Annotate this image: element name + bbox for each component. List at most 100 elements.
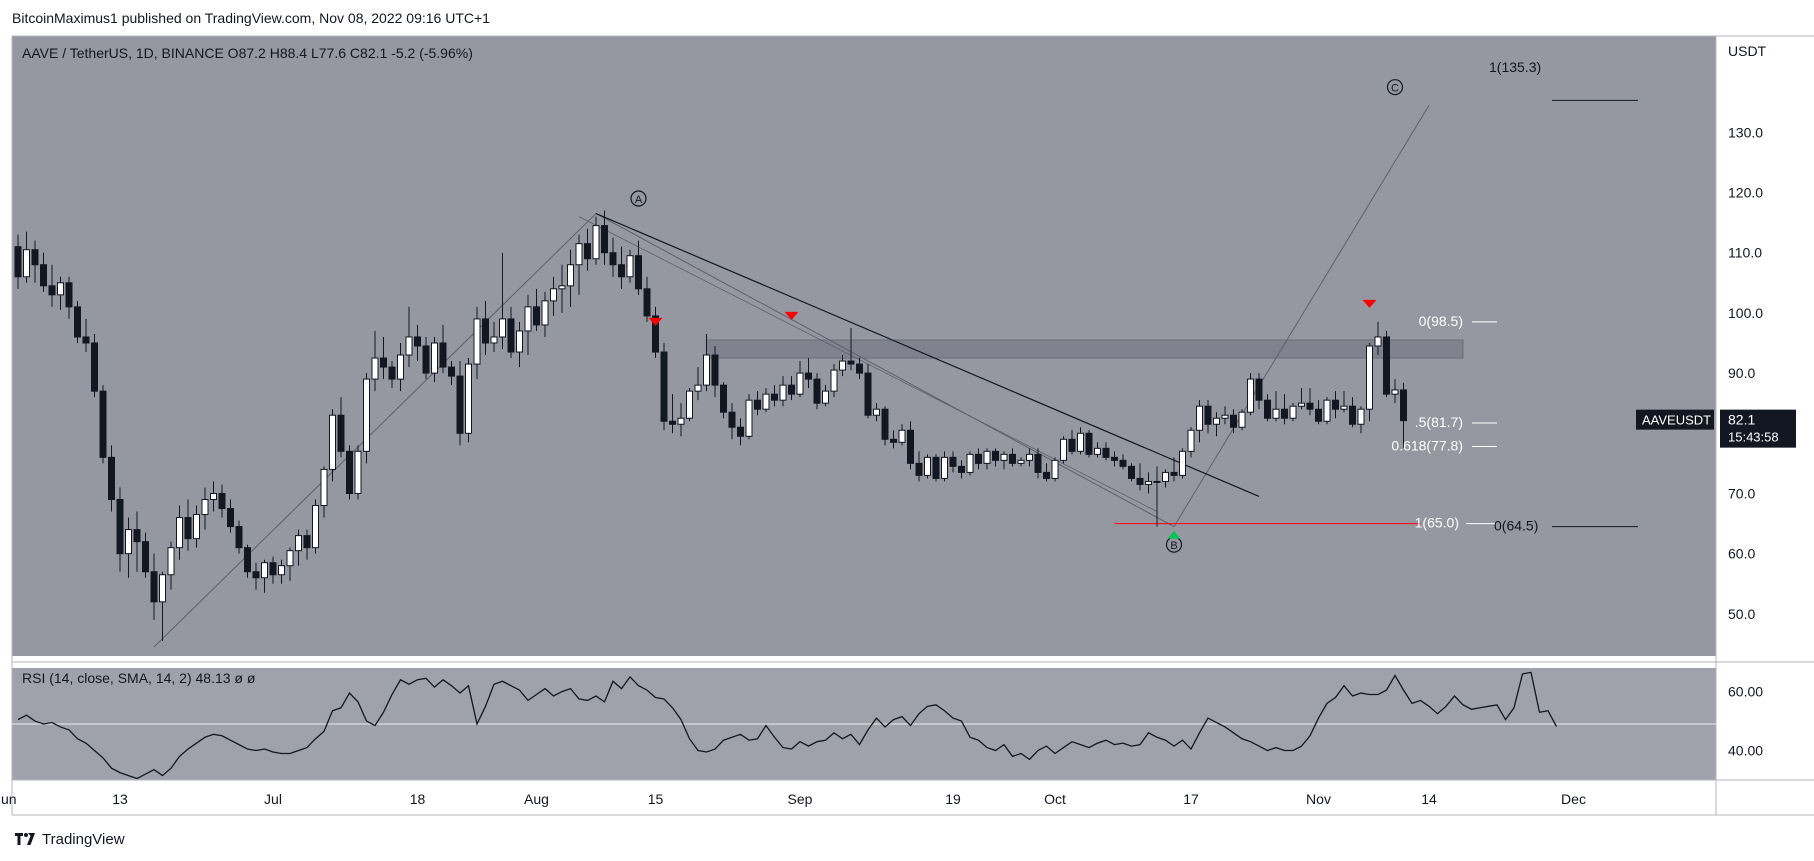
candle-body: [1230, 414, 1237, 428]
candle-body: [1196, 405, 1203, 431]
candle: [159, 571, 166, 641]
candle: [1213, 412, 1220, 437]
candle: [550, 276, 557, 316]
footer-brand[interactable]: TradingView: [14, 828, 125, 850]
candle-body: [235, 526, 243, 549]
candle-body: [932, 456, 940, 479]
candle-body: [337, 414, 345, 452]
candle: [1102, 442, 1110, 461]
candle-body: [329, 414, 336, 470]
candle-body: [278, 565, 285, 576]
candle-body: [907, 429, 914, 464]
candle: [167, 541, 175, 590]
candle-body: [754, 399, 761, 410]
candle-body: [1383, 336, 1390, 395]
candle: [941, 451, 948, 482]
candle: [890, 430, 897, 449]
candle: [346, 445, 353, 500]
candle: [1298, 388, 1305, 410]
candle-body: [1111, 456, 1118, 461]
candle: [1085, 430, 1093, 458]
candle: [380, 336, 387, 380]
candle-body: [1221, 414, 1229, 419]
candle-body: [99, 390, 107, 458]
candle: [737, 418, 744, 446]
candle-body: [830, 369, 838, 392]
candle: [601, 210, 608, 265]
candle: [320, 466, 328, 518]
candle-body: [354, 450, 362, 494]
candle: [1077, 427, 1084, 455]
tradingview-logo-icon: [15, 833, 35, 845]
candle-body: [176, 517, 183, 549]
candle-body: [873, 408, 880, 416]
candle-body: [57, 282, 64, 296]
wave-label-C: C: [1391, 83, 1399, 95]
candle-body: [159, 574, 166, 603]
candle-body: [1179, 450, 1186, 476]
candle: [1366, 342, 1373, 422]
candle: [1340, 391, 1348, 413]
candle: [533, 288, 540, 331]
candle-body: [210, 492, 217, 500]
candle: [91, 333, 98, 398]
candle: [1374, 321, 1382, 356]
candle: [1230, 409, 1237, 434]
candle: [278, 559, 285, 584]
symbol-tag: AAVEUSDT: [1642, 413, 1711, 428]
candle: [227, 499, 234, 533]
candle-body: [482, 318, 489, 344]
candle-body: [541, 300, 549, 326]
candle-body: [261, 562, 268, 579]
candle: [881, 406, 889, 446]
candle-body: [1000, 453, 1008, 461]
candle: [1145, 472, 1152, 494]
fib-level-label: 1(65.0): [1415, 515, 1459, 531]
candle: [125, 517, 132, 578]
candle: [133, 511, 141, 572]
candle: [1323, 397, 1331, 425]
candle: [1051, 457, 1059, 482]
rejection-marker: [1362, 299, 1377, 308]
candle: [1111, 451, 1118, 467]
candle: [669, 394, 676, 434]
candle-body: [1136, 477, 1144, 485]
candle: [371, 330, 379, 392]
candle: [966, 451, 974, 476]
candle: [660, 342, 668, 431]
candle-body: [1077, 432, 1084, 452]
candle-body: [567, 264, 574, 287]
candle: [541, 291, 549, 337]
candle-body: [1357, 408, 1365, 425]
candle-body: [728, 411, 736, 428]
time-axis-tick: Dec: [1561, 791, 1586, 807]
candle: [924, 454, 931, 479]
candle-body: [65, 282, 73, 308]
candle: [932, 454, 940, 482]
time-axis-tick: Aug: [524, 791, 549, 807]
candle-body: [1332, 399, 1339, 410]
candle-body: [167, 547, 175, 576]
candle: [473, 306, 481, 380]
candle: [1187, 427, 1195, 458]
candle: [116, 487, 124, 572]
time-axis-tick: un: [1, 791, 17, 807]
publisher-header: BitcoinMaximus1 published on TradingView…: [12, 10, 490, 26]
candle-body: [890, 438, 897, 443]
price-axis-tick: 100.0: [1728, 305, 1763, 321]
candle-body: [694, 384, 702, 392]
candle-body: [371, 357, 379, 380]
candle-body: [626, 255, 634, 278]
candle: [703, 333, 710, 392]
candle: [1128, 463, 1135, 482]
candle: [1068, 430, 1076, 455]
candle-body: [788, 384, 795, 395]
candle: [337, 397, 345, 458]
candle-body: [516, 330, 523, 353]
price-tag-background: [1720, 409, 1796, 448]
candle-body: [1204, 405, 1212, 425]
candle-body: [23, 249, 30, 278]
candle-body: [422, 345, 430, 374]
time-axis-tick: 17: [1183, 791, 1199, 807]
